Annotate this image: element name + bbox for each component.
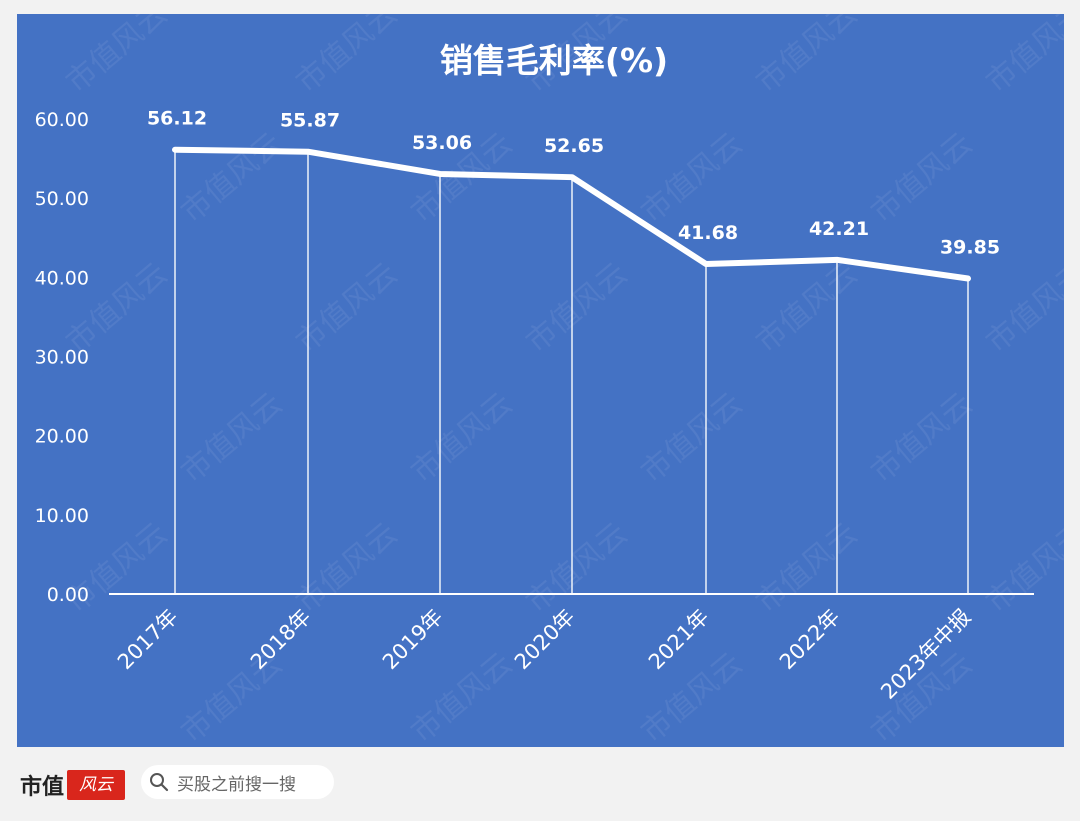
drop-lines	[174, 149, 969, 594]
search-label: 买股之前搜一搜	[177, 774, 296, 795]
watermark-text: 市值风云	[865, 126, 979, 230]
watermark-text: 市值风云	[750, 256, 864, 360]
watermark-text: 市值风云	[980, 256, 1064, 360]
x-tick-label: 2021年	[644, 605, 714, 675]
data-label: 55.87	[280, 110, 340, 132]
chart-title: 销售毛利率(%)	[440, 41, 668, 80]
y-tick-label: 20.00	[35, 426, 89, 448]
brand-logo[interactable]: 市值 风云	[20, 767, 126, 803]
watermark-text: 市值风云	[405, 646, 519, 747]
brand-text: 市值	[20, 774, 65, 800]
watermark-text: 市值风云	[750, 516, 864, 620]
y-tick-label: 60.00	[35, 109, 89, 131]
x-tick-label: 2017年	[113, 605, 183, 675]
watermark-text: 市值风云	[865, 386, 979, 490]
series-line	[172, 146, 971, 282]
watermark-text: 市值风云	[750, 14, 864, 100]
y-axis: 0.00 10.00 20.00 30.00 40.00 50.00 60.00	[35, 109, 89, 606]
watermark-text: 市值风云	[980, 516, 1064, 620]
data-label: 52.65	[544, 135, 604, 157]
brand-seal: 风云	[67, 770, 126, 800]
watermark-text: 市值风云	[405, 386, 519, 490]
y-tick-label: 0.00	[47, 584, 89, 606]
data-label: 56.12	[147, 108, 207, 130]
x-tick-label: 2019年	[378, 605, 448, 675]
chart-panel: 市值风云 市值风云 市值风云 市值风云 市值风云 市值风云 市值风云 市值风云 市值风云 市值风云…	[17, 14, 1064, 747]
watermark-text: 市值风云	[520, 256, 634, 360]
search-icon	[141, 765, 177, 799]
y-tick-label: 30.00	[35, 347, 89, 369]
y-tick-label: 50.00	[35, 188, 89, 210]
data-label: 41.68	[678, 222, 738, 244]
search-button[interactable]: 买股之前搜一搜	[141, 765, 334, 799]
data-label: 42.21	[809, 218, 869, 240]
footer-bar: 市值 风云 买股之前搜一搜	[0, 747, 1080, 821]
watermark-text: 市值风云	[290, 516, 404, 620]
watermark-text: 市值风云	[520, 516, 634, 620]
series-line-group	[172, 146, 971, 282]
y-tick-label: 10.00	[35, 505, 89, 527]
y-tick-label: 40.00	[35, 267, 89, 289]
data-label: 53.06	[412, 132, 472, 154]
watermark-text: 市值风云	[175, 126, 289, 230]
watermark-text: 市值风云	[290, 256, 404, 360]
data-label: 39.85	[940, 237, 1000, 259]
watermark-text: 市值风云	[980, 14, 1064, 100]
x-tick-label: 2022年	[775, 605, 845, 675]
watermark-text: 市值风云	[635, 386, 749, 490]
watermark-text: 市值风云	[175, 386, 289, 490]
data-labels: 56.12 55.87 53.06 52.65 41.68 42.21 39.85	[147, 108, 1000, 259]
watermark-text: 市值风云	[60, 14, 174, 100]
watermark-text: 市值风云	[635, 126, 749, 230]
watermark-text: 市值风云	[290, 14, 404, 100]
